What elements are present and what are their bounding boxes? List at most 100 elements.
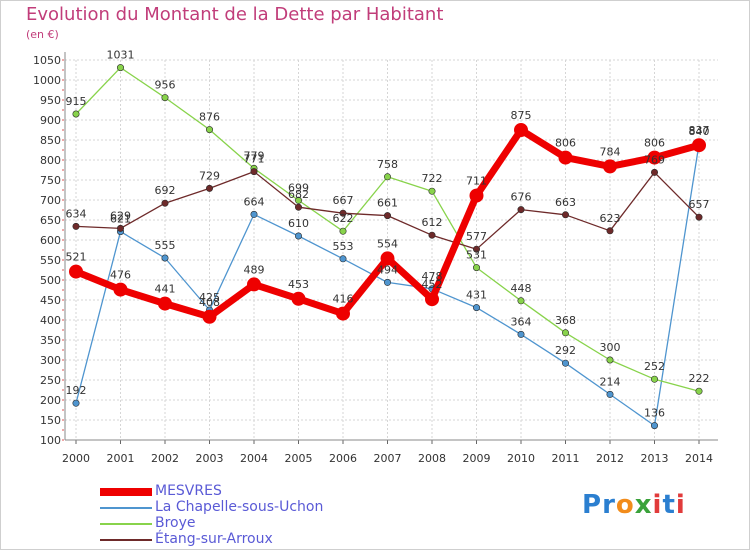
- data-point-broye: [294, 196, 302, 204]
- data-point-mesvres: [247, 277, 261, 292]
- data-label: 494: [377, 263, 398, 276]
- data-point-mesvres: [202, 309, 217, 324]
- chart-subtitle: (en €): [26, 28, 59, 41]
- data-point-broye: [117, 64, 125, 72]
- y-tick-label: 700: [40, 194, 61, 207]
- chart-title: Evolution du Montant de la Dette par Hab…: [26, 4, 444, 25]
- data-label: 758: [377, 158, 398, 171]
- data-label: 478: [422, 270, 443, 283]
- logo-letter: x: [634, 490, 653, 520]
- data-label: 555: [155, 239, 176, 252]
- data-label: 368: [555, 314, 576, 327]
- data-label: 610: [288, 217, 309, 230]
- data-point-la-chapelle-sous-uchon: [294, 232, 302, 240]
- data-label: 661: [377, 197, 398, 210]
- data-point-broye: [695, 387, 703, 395]
- data-point-broye: [72, 110, 80, 118]
- data-label: 292: [555, 344, 576, 357]
- data-point-la-chapelle-sous-uchon: [650, 422, 658, 430]
- data-point-broye: [517, 297, 525, 305]
- data-point-broye: [206, 126, 214, 134]
- data-point-mesvres: [692, 138, 706, 153]
- data-point-etang-sur-arroux: [606, 227, 614, 235]
- data-point-broye: [561, 329, 569, 337]
- data-label: 531: [466, 249, 487, 262]
- data-point-mesvres: [603, 159, 617, 174]
- data-point-mesvres: [469, 188, 484, 203]
- y-tick-label: 850: [40, 134, 61, 147]
- x-tick-label: 2011: [552, 452, 580, 465]
- data-label: 837: [689, 124, 710, 137]
- logo-letter: o: [615, 490, 635, 520]
- data-point-etang-sur-arroux: [117, 224, 125, 232]
- data-label: 663: [555, 196, 576, 209]
- data-label: 448: [511, 282, 532, 295]
- data-label: 875: [511, 109, 532, 122]
- logo-letter: i: [652, 490, 663, 520]
- data-point-la-chapelle-sous-uchon: [250, 210, 258, 218]
- data-point-broye: [650, 375, 658, 383]
- y-tick-label: 1050: [33, 54, 61, 67]
- data-label: 840: [689, 125, 710, 138]
- x-tick-label: 2002: [151, 452, 179, 465]
- data-label: 431: [466, 289, 487, 302]
- data-label: 621: [110, 213, 131, 226]
- data-label: 622: [333, 212, 354, 225]
- legend-label: MESVRES: [155, 483, 222, 499]
- data-label: 711: [466, 175, 487, 188]
- data-point-broye: [339, 227, 347, 235]
- data-point-etang-sur-arroux: [472, 245, 480, 253]
- data-label: 364: [511, 315, 532, 328]
- data-point-etang-sur-arroux: [339, 209, 347, 217]
- legend-item-etang-sur-arroux: Étang-sur-Arroux: [100, 531, 400, 548]
- data-point-etang-sur-arroux: [294, 203, 302, 211]
- data-point-etang-sur-arroux: [250, 168, 258, 176]
- data-label: 634: [66, 207, 87, 220]
- data-point-etang-sur-arroux: [695, 213, 703, 221]
- data-label: 676: [511, 191, 532, 204]
- data-point-etang-sur-arroux: [383, 212, 391, 220]
- series-layer: [69, 64, 706, 430]
- legend-swatch: [100, 523, 152, 525]
- data-point-la-chapelle-sous-uchon: [561, 359, 569, 367]
- y-tick-label: 600: [40, 234, 61, 247]
- data-point-mesvres: [514, 123, 528, 137]
- x-tick-label: 2006: [329, 452, 357, 465]
- y-tick-label: 1000: [33, 74, 61, 87]
- logo-letter: r: [602, 490, 616, 520]
- data-label: 136: [644, 407, 665, 420]
- y-tick-label: 900: [40, 114, 61, 127]
- data-label: 300: [600, 341, 621, 354]
- data-label: 1031: [107, 49, 135, 62]
- data-label: 806: [555, 137, 576, 150]
- y-tick-label: 300: [40, 354, 61, 367]
- data-label: 771: [244, 153, 265, 166]
- data-point-etang-sur-arroux: [206, 184, 214, 192]
- data-label: 553: [333, 240, 354, 253]
- data-point-etang-sur-arroux: [650, 168, 658, 176]
- data-label: 779: [244, 149, 265, 162]
- data-label: 425: [199, 291, 220, 304]
- x-tick-label: 2000: [62, 452, 90, 465]
- y-tick-label: 200: [40, 394, 61, 407]
- data-label: 476: [110, 269, 131, 282]
- y-tick-label: 650: [40, 214, 61, 227]
- y-tick-label: 400: [40, 314, 61, 327]
- data-label: 612: [422, 216, 443, 229]
- x-tick-label: 2007: [374, 452, 402, 465]
- data-label: 692: [155, 184, 176, 197]
- y-tick-label: 550: [40, 254, 61, 267]
- data-point-etang-sur-arroux: [161, 199, 169, 207]
- data-point-la-chapelle-sous-uchon: [383, 278, 391, 286]
- data-label: 876: [199, 111, 220, 124]
- line-chart: 1050 1000 950 900 850 800 750 700 650 600 550 500 45…: [33, 49, 718, 465]
- data-point-broye: [383, 173, 391, 181]
- data-label: 769: [644, 153, 665, 166]
- y-tick-label: 800: [40, 154, 61, 167]
- data-label: 729: [199, 169, 220, 182]
- legend-label: Étang-sur-Arroux: [155, 531, 273, 547]
- logo-letter: i: [675, 490, 686, 520]
- x-tick-label: 2013: [641, 452, 669, 465]
- y-tick-label: 100: [40, 434, 61, 447]
- data-label: 441: [155, 283, 176, 296]
